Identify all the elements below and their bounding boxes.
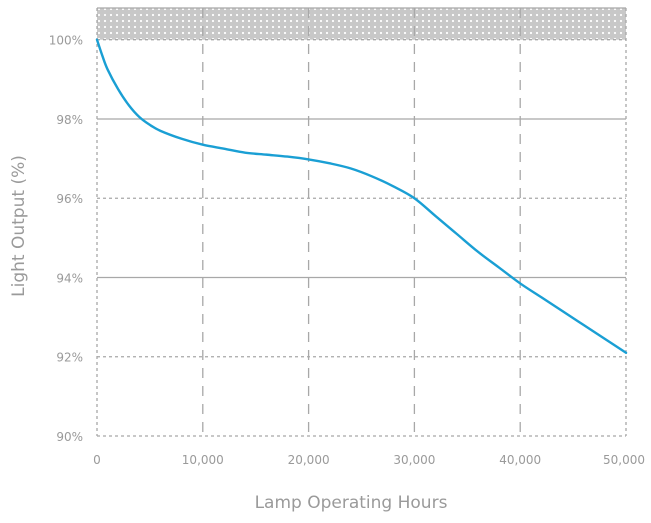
series-line-0	[95, 38, 628, 354]
top-band-layer	[97, 8, 626, 40]
x-tick-label-2: 20,000	[288, 453, 330, 467]
grid-layer	[97, 8, 627, 436]
y-tick-label-5: 100%	[49, 34, 83, 48]
x-axis-label: Lamp Operating Hours	[255, 493, 448, 513]
x-tick-label-1: 10,000	[182, 453, 224, 467]
x-tick-label-5: 50,000	[603, 453, 645, 467]
series-line-layer	[95, 38, 628, 354]
x-tick-label-4: 40,000	[499, 453, 541, 467]
y-tick-label-2: 94%	[56, 271, 83, 285]
axis-layer	[96, 7, 626, 437]
top-band-0	[97, 8, 626, 40]
y-axis-label: Light Output (%)	[9, 155, 29, 297]
y-tick-label-0: 90%	[56, 430, 83, 444]
x-tick-label-0: 0	[93, 453, 101, 467]
y-tick-label-1: 92%	[56, 351, 83, 365]
y-tick-label-4: 98%	[56, 113, 83, 127]
y-tick-label-3: 96%	[56, 192, 83, 206]
tick-label-layer: 90% 92% 94% 96% 98% 100% 0 10,000 20,000 30,000 40…	[49, 34, 645, 467]
x-tick-label-3: 30,000	[393, 453, 435, 467]
